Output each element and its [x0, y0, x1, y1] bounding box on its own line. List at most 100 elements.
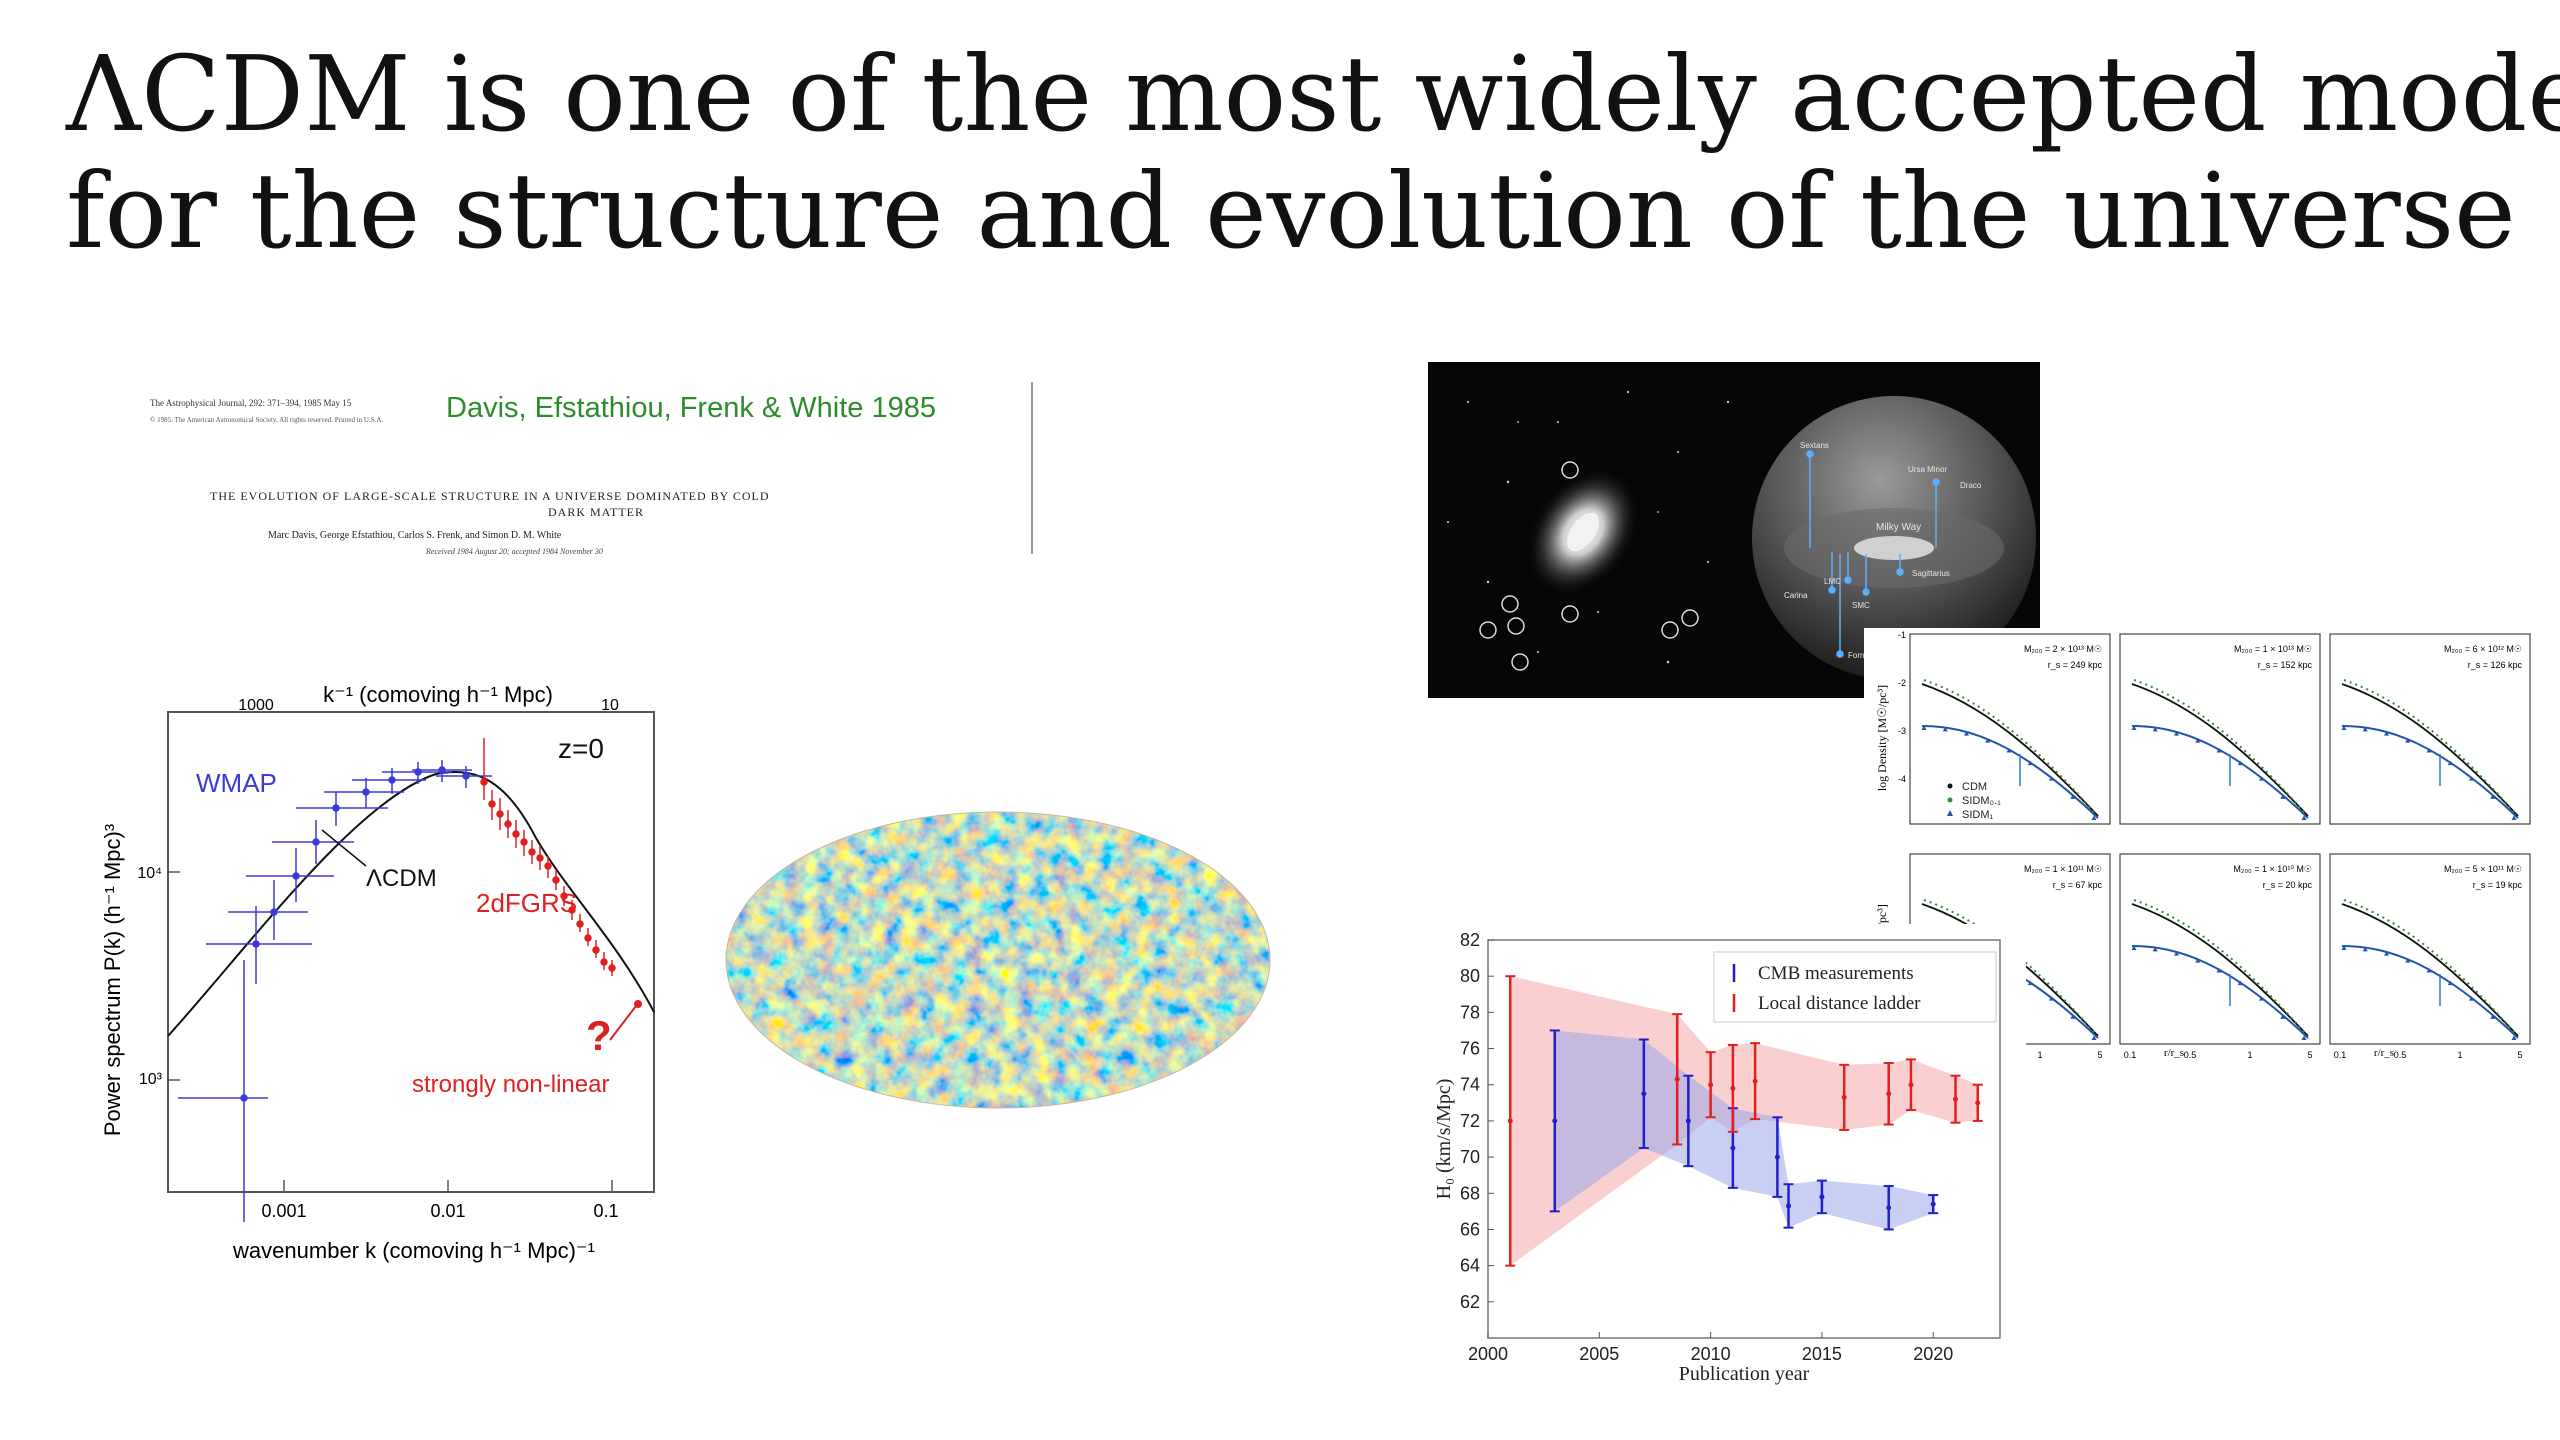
nonlinear-label: strongly non-linear: [412, 1071, 609, 1098]
sidm1-point: [2490, 794, 2496, 799]
sidm1-point: [2027, 980, 2033, 986]
top-tick-1000: 1000: [238, 697, 274, 714]
sidm1-point: [2362, 726, 2368, 732]
cmb-measurement-point: [1772, 1116, 1783, 1198]
legend-cmb: CMB measurements: [1758, 963, 1914, 984]
power-spectrum-figure: 1000 k⁻¹ (comoving h⁻¹ Mpc) 10 0.001 0.0…: [100, 682, 655, 1263]
star-field: [1447, 390, 1730, 664]
h0-y-axis-label: H₀ (km/s/Mpc): [1433, 1079, 1455, 1200]
density-x-tick: 1: [2037, 1050, 2042, 1060]
sidm1-point: [2070, 1014, 2076, 1019]
sidm1-point: [2091, 815, 2097, 820]
density-y-tick: -2: [1898, 678, 1906, 688]
dfgrs-points: [480, 738, 616, 976]
sidm1-point: [2174, 951, 2179, 956]
density-x-tick: 5: [2307, 1050, 2312, 1060]
slide-title-line-2: for the structure and evolution of the u…: [66, 150, 2516, 272]
paper-authors: Marc Davis, George Efstathiou, Carlos S.…: [268, 530, 562, 541]
ladder-measurement-point: [1750, 1042, 1761, 1121]
cdm-curve: [2341, 903, 2519, 1037]
sidm1-curve: [1921, 725, 2099, 819]
z-label: z=0: [558, 733, 604, 764]
density-panel: [2329, 853, 2531, 1045]
density-x-tick: 1: [2457, 1050, 2462, 1060]
density-y-tick: -3: [1898, 726, 1906, 736]
sidm1-point: [2259, 776, 2264, 781]
sidm01-curve: [2343, 679, 2517, 815]
cmb-band: [1554, 1030, 1934, 1230]
ladder-measurement-point: [1672, 1013, 1683, 1146]
hubble-tension-chart: 2000 2005 2010 2015 2020 62 64 66 68 70 72 74 76 78 80…: [1426, 924, 2026, 1394]
ladder-measurement-point: [1505, 975, 1516, 1267]
sidm1-point: [2447, 760, 2453, 766]
h0-y-tick: 72: [1460, 1111, 1480, 1131]
top-axis-label: k⁻¹ (comoving h⁻¹ Mpc): [323, 682, 553, 707]
ladder-measurement-point: [1883, 1062, 1894, 1126]
ladder-measurement-point: [1727, 1043, 1738, 1133]
ladder-measurement-point: [1705, 1051, 1716, 1119]
density-panel: [2119, 633, 2321, 825]
sidm1-curve: [2341, 725, 2519, 819]
sidm1-curve: [2131, 725, 2309, 819]
x-tick-0001: 0.001: [261, 1201, 306, 1221]
h0-x-axis-label: Publication year: [1679, 1363, 1810, 1385]
label-draco: Draco: [1960, 481, 1982, 490]
wmap-points: [178, 760, 492, 1222]
cmb-measurement-point: [1816, 1179, 1827, 1215]
sidm1-point: [2301, 815, 2307, 820]
sidm1-point: [2131, 725, 2137, 730]
density-panel-rs: r_s = 67 kpc: [2053, 880, 2103, 890]
sidm1-point: [2131, 945, 2137, 950]
sidm1-point: [2426, 968, 2432, 973]
density-y-label-top: log Density [M☉/pc³]: [1875, 685, 1889, 791]
sidm1-curve: [2341, 945, 2519, 1039]
h0-y-tick: 64: [1460, 1256, 1480, 1276]
sidm1-point: [2049, 996, 2054, 1001]
sidm1-point: [2447, 980, 2453, 986]
density-panel: [1909, 633, 2111, 825]
sidm1-point: [2301, 1035, 2307, 1040]
sidm1-point: [2091, 1035, 2097, 1040]
sidm1-point: [2006, 748, 2012, 753]
sidm1-point: [1985, 738, 1991, 743]
density-panels: M₂₀₀ = 2 × 10¹³ M☉ r_s = 249 kpc M₂₀₀ = 1 …: [1898, 630, 2531, 1060]
density-legend-sidm1: SIDM₁: [1962, 809, 1994, 821]
label-ursa-minor: Ursa Minor: [1908, 465, 1947, 474]
ladder-measurement-point: [1950, 1074, 1961, 1124]
sidm1-point: [2152, 726, 2158, 732]
h0-y-tick: 74: [1460, 1075, 1480, 1095]
density-x-tick: 1: [2247, 1050, 2252, 1060]
sidm1-point: [2237, 980, 2243, 986]
y-tick-1e3: 10³: [139, 1071, 163, 1088]
sidm1-point: [2070, 794, 2076, 799]
h0-x-tick: 2000: [1468, 1344, 1508, 1364]
sidm1-point: [2426, 748, 2432, 753]
paper-title-line-2: DARK MATTER: [548, 505, 644, 519]
density-x-label-2: r/r_s: [2374, 1047, 2394, 1059]
cmb-measurement-point: [1683, 1074, 1694, 1168]
label-sagittarius: Sagittarius: [1912, 569, 1950, 578]
x-axis-label: wavenumber k (comoving h⁻¹ Mpc)⁻¹: [232, 1238, 595, 1263]
x-tick-01: 0.1: [593, 1201, 618, 1221]
cmb-measurement-point: [1928, 1194, 1939, 1215]
paper-journal: The Astrophysical Journal, 292: 371–394,…: [150, 398, 352, 408]
cdm-curve: [2131, 683, 2309, 817]
sidm1-point: [2384, 951, 2389, 956]
h0-y-tick: 78: [1460, 1002, 1480, 1022]
sidm1-point: [2469, 996, 2474, 1001]
sidm1-point: [2049, 776, 2054, 781]
cmb-measurement-point: [1549, 1029, 1560, 1213]
h0-y-tick: 66: [1460, 1219, 1480, 1239]
ladder-measurement-point: [1972, 1083, 1983, 1122]
sidm1-point: [2216, 748, 2222, 753]
sidm1-point: [2174, 731, 2179, 736]
density-panel-rs: r_s = 152 kpc: [2258, 660, 2313, 670]
sidm01-curve: [2133, 899, 2307, 1035]
sidm1-point: [2195, 738, 2201, 743]
sidm1-point: [2384, 731, 2389, 736]
cmb-measurement-point: [1638, 1038, 1649, 1150]
density-panel-mass: M₂₀₀ = 5 × 10¹¹ M☉: [2444, 864, 2522, 874]
slide-title-line-1: ΛCDM is one of the most widely accepted …: [66, 33, 2560, 155]
h0-x-tick: 2020: [1913, 1344, 1953, 1364]
density-panel: [2329, 633, 2531, 825]
